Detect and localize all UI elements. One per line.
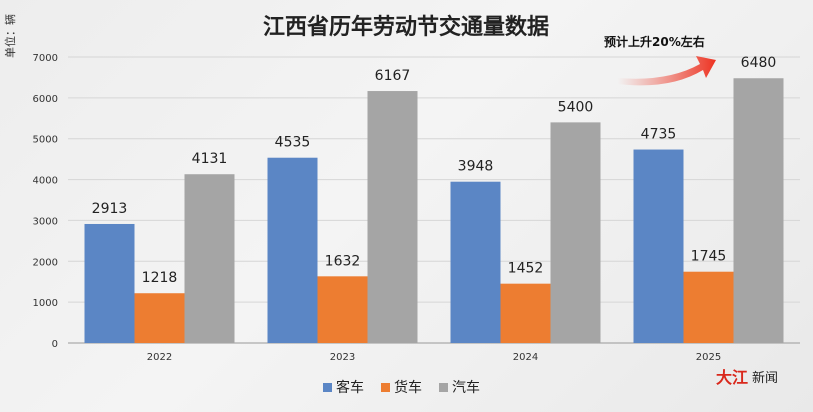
y-tick-label-2: 2000 (33, 257, 58, 268)
x-tick-label-3: 2025 (696, 352, 721, 363)
x-tick-label-0: 2022 (147, 352, 172, 363)
y-axis-ticks: 0 1000 2000 3000 4000 5000 6000 7000 (33, 53, 58, 350)
unit-label: 单位：辆 (3, 14, 17, 58)
watermark-logo: 大江 新闻 (716, 368, 778, 387)
bars (84, 78, 784, 343)
bar-2024-货车 (500, 283, 551, 343)
legend-swatch-1 (381, 383, 390, 392)
bar-2022-客车 (84, 223, 135, 343)
annotation-text: 预计上升20%左右 (604, 34, 705, 49)
bar-2024-汽车 (550, 122, 601, 343)
bar-2023-客车 (267, 157, 318, 343)
data-label-2024-客车: 3948 (458, 159, 494, 175)
bar-2022-货车 (134, 293, 185, 343)
annotation-arrow-icon (618, 56, 716, 86)
y-tick-label-6: 6000 (33, 94, 58, 105)
bar-2023-货车 (317, 276, 368, 343)
bar-2024-客车 (450, 181, 501, 343)
legend-swatch-2 (439, 383, 448, 392)
y-tick-label-1: 1000 (33, 298, 58, 309)
bar-2022-汽车 (184, 174, 235, 343)
x-axis-ticks: 2022 2023 2024 2025 (147, 352, 721, 363)
data-label-2025-客车: 4735 (641, 127, 677, 143)
data-label-2022-货车: 1218 (142, 270, 178, 286)
bar-2023-汽车 (367, 91, 418, 343)
data-label-2024-汽车: 5400 (558, 99, 594, 115)
bar-2025-汽车 (733, 78, 784, 343)
y-tick-label-7: 7000 (33, 53, 58, 64)
y-tick-label-3: 3000 (33, 216, 58, 227)
watermark-part2: 新闻 (752, 370, 778, 386)
data-label-2023-汽车: 6167 (375, 68, 411, 84)
gridlines (68, 56, 800, 303)
y-tick-label-4: 4000 (33, 176, 58, 187)
legend: 客车 货车 汽车 (323, 379, 480, 396)
data-label-2024-货车: 1452 (508, 261, 544, 277)
bar-2025-货车 (683, 271, 734, 343)
data-label-2023-客车: 4535 (275, 135, 311, 151)
annotation: 预计上升20%左右 (604, 34, 716, 86)
x-tick-label-2: 2024 (513, 352, 538, 363)
watermark-part1: 大江 (716, 368, 748, 387)
data-label-2023-货车: 1632 (325, 253, 361, 269)
legend-label-1: 货车 (394, 379, 422, 396)
data-label-2022-客车: 2913 (92, 201, 128, 217)
legend-swatch-0 (323, 383, 332, 392)
data-label-2022-汽车: 4131 (192, 151, 228, 167)
bar-2025-客车 (633, 149, 684, 343)
chart-title: 江西省历年劳动节交通量数据 (263, 14, 549, 40)
legend-label-2: 汽车 (452, 379, 480, 396)
x-tick-label-1: 2023 (330, 352, 355, 363)
data-labels: 2913 1218 4131 4535 1632 6167 3948 1452 5400 4735… (92, 55, 777, 286)
y-tick-label-0: 0 (52, 339, 58, 350)
legend-label-0: 客车 (336, 379, 364, 396)
y-tick-label-5: 5000 (33, 135, 58, 146)
data-label-2025-汽车: 6480 (741, 55, 777, 71)
data-label-2025-货车: 1745 (691, 249, 727, 265)
